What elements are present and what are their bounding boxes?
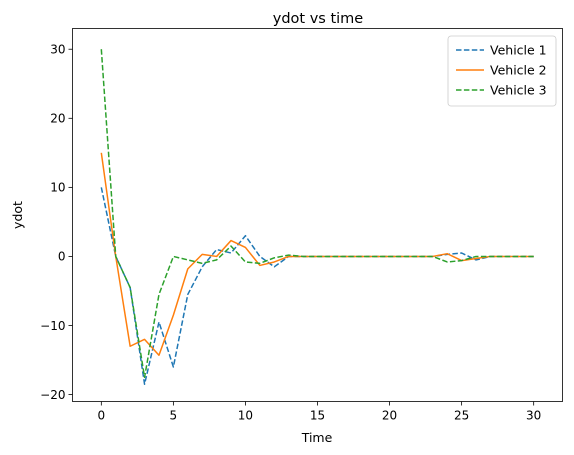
x-tick-label: 25	[454, 409, 469, 423]
y-axis-label: ydot	[10, 201, 25, 229]
y-tick-label: 20	[50, 112, 65, 126]
y-tick-label: −10	[40, 319, 65, 333]
legend-box	[447, 35, 557, 107]
legend-label-vehicle-2: Vehicle 2	[490, 63, 547, 78]
x-tick-label: 15	[310, 409, 325, 423]
y-tick-label: 10	[50, 181, 65, 195]
y-tick-label: 30	[50, 43, 65, 57]
series-line-vehicle-3	[100, 49, 534, 379]
legend-label-vehicle-3: Vehicle 3	[490, 83, 547, 98]
y-axis-ticks: −20 −10 0 10 20 30	[40, 43, 73, 402]
legend: Vehicle 1 Vehicle 2 Vehicle 3	[447, 35, 557, 107]
series-line-vehicle-1	[100, 187, 534, 385]
x-tick-label: 5	[170, 409, 178, 423]
legend-label-vehicle-1: Vehicle 1	[490, 43, 547, 58]
x-tick-label: 20	[382, 409, 397, 423]
chart-title: ydot vs time	[273, 11, 364, 27]
x-axis-label: Time	[301, 430, 333, 445]
y-tick-label: 0	[58, 250, 66, 264]
x-tick-label: 10	[238, 409, 253, 423]
x-tick-label: 30	[526, 409, 541, 423]
x-axis-ticks: 0 5 10 15 20 25 30	[98, 401, 541, 423]
x-tick-label: 0	[98, 409, 106, 423]
plot-area	[100, 49, 534, 385]
y-tick-label: −20	[40, 388, 65, 402]
